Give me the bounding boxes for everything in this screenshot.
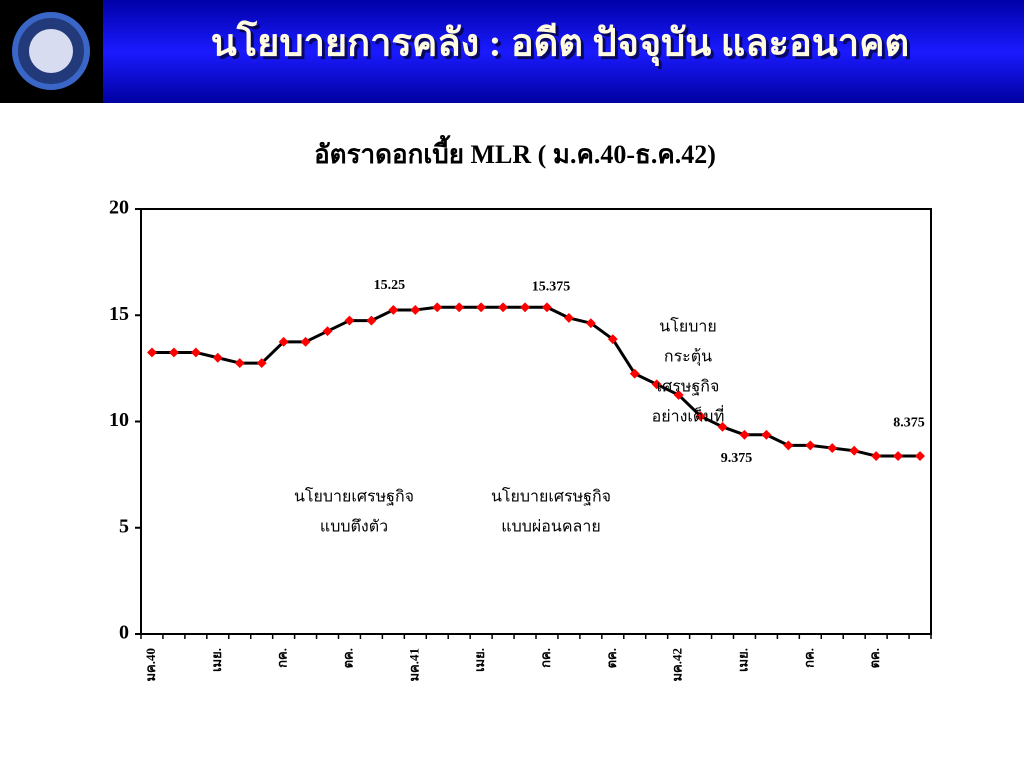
- marker: [212, 352, 223, 363]
- marker: [168, 347, 179, 358]
- x-tick-label: มค.42: [670, 648, 685, 682]
- x-tick-label: กค.: [801, 648, 816, 668]
- marker: [432, 302, 443, 313]
- marker: [190, 347, 201, 358]
- data-label: 15.375: [532, 280, 571, 295]
- y-tick-label: 5: [119, 515, 129, 537]
- annotation: อย่างเต็มที่: [652, 405, 725, 426]
- x-tick-label: กค.: [538, 648, 553, 668]
- annotation: แบบตึงตัว: [320, 519, 388, 536]
- annotation: นโยบายเศรษฐกิจ: [491, 487, 611, 506]
- x-tick-label: ตค.: [340, 648, 355, 668]
- annotation: นโยบายเศรษฐกิจ: [294, 487, 414, 506]
- x-tick-label: ตค.: [604, 648, 619, 668]
- marker: [893, 451, 904, 461]
- plot-frame: [140, 208, 932, 635]
- marker: [585, 318, 596, 329]
- marker: [739, 429, 750, 440]
- marker: [278, 336, 289, 347]
- marker: [344, 315, 355, 326]
- marker: [542, 302, 552, 313]
- marker: [673, 389, 684, 400]
- marker: [783, 440, 794, 451]
- y-tick-label: 20: [109, 197, 129, 219]
- marker: [871, 451, 882, 461]
- marker: [915, 451, 925, 461]
- marker: [607, 334, 618, 345]
- annotation: นโยบาย: [659, 317, 716, 336]
- annotation: แบบผ่อนคลาย: [501, 519, 600, 536]
- header-bar: [0, 0, 1024, 103]
- y-tick-label: 0: [119, 622, 129, 644]
- marker: [520, 302, 530, 313]
- marker: [410, 304, 421, 315]
- data-label: 8.375: [893, 415, 925, 430]
- logo-emblem: [29, 29, 73, 73]
- marker: [256, 358, 267, 369]
- marker: [827, 443, 838, 454]
- marker: [454, 302, 465, 313]
- x-tick-label: เมย.: [209, 648, 224, 672]
- marker: [761, 429, 772, 440]
- marker: [805, 440, 816, 451]
- marker: [717, 421, 728, 432]
- marker: [695, 411, 706, 422]
- annotation: เศรษฐกิจ: [657, 379, 720, 396]
- marker: [629, 368, 640, 379]
- y-tick-label: 15: [109, 303, 129, 325]
- header-title-shadow: นโยบายการคลัง : อดีต ปัจจุบัน และอนาคต: [214, 23, 912, 70]
- header-title: นโยบายการคลัง : อดีต ปัจจุบัน และอนาคต: [211, 20, 909, 67]
- marker: [498, 302, 509, 313]
- y-tick-label: 10: [109, 409, 129, 431]
- marker: [234, 358, 245, 369]
- marker: [651, 379, 662, 390]
- marker: [366, 315, 377, 326]
- data-label: 9.375: [721, 451, 753, 466]
- x-tick-label: มค.40: [143, 648, 158, 682]
- line: [151, 305, 921, 458]
- marker: [388, 304, 399, 315]
- annotation: กระตุ้น: [664, 348, 712, 367]
- marker: [147, 347, 157, 358]
- data-label: 15.25: [374, 278, 406, 293]
- x-tick-label: กค.: [275, 648, 290, 668]
- marker: [849, 445, 860, 456]
- chart-title: อัตราดอกเบี้ย MLR ( ม.ค.40-ธ.ค.42): [314, 134, 716, 169]
- marker: [563, 312, 574, 323]
- marker: [476, 302, 487, 313]
- marker: [300, 336, 311, 347]
- x-tick-label: ตค.: [867, 648, 882, 668]
- x-tick-label: เมย.: [735, 648, 750, 672]
- x-tick-label: มค.41: [406, 648, 421, 682]
- marker: [322, 326, 333, 337]
- x-tick-label: เมย.: [472, 648, 487, 672]
